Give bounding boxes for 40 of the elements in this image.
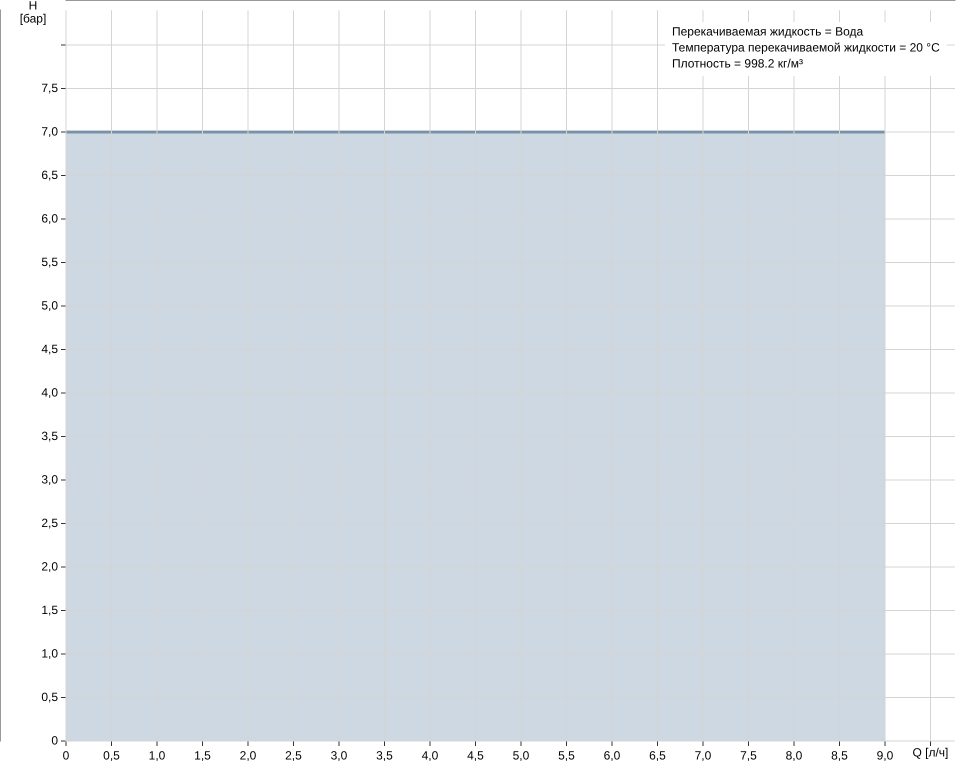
- y-tick-label: 3,5: [41, 428, 58, 443]
- x-tick-label: 0,5: [103, 748, 120, 763]
- x-tick-label: 4,5: [467, 748, 484, 763]
- x-tick-label: 3,0: [330, 748, 348, 763]
- x-tick-label: 1,0: [148, 748, 166, 763]
- x-tick-label: 0: [62, 748, 70, 763]
- x-tick-label: 4,0: [422, 748, 439, 763]
- x-tick-label: 8,0: [786, 748, 803, 763]
- y-tick-label: 0: [51, 733, 58, 748]
- annotation: Температура перекачиваемой жидкости = 20 °C: [672, 40, 940, 54]
- y-tick-label: 6,0: [41, 211, 58, 226]
- y-tick-label: 7,0: [41, 124, 58, 138]
- y-tick-label: 4,0: [41, 385, 58, 400]
- y-tick-label: 5,5: [41, 254, 58, 269]
- x-tick-label: 3,5: [376, 748, 394, 763]
- y-tick-label: 4,5: [41, 342, 58, 356]
- x-tick-label: 6,0: [604, 748, 621, 763]
- y-tick-label: 2,5: [41, 516, 58, 530]
- y-tick-label: 2,0: [41, 559, 58, 574]
- y-tick-label: 6,5: [41, 168, 58, 182]
- x-tick-label: 8,5: [831, 748, 848, 763]
- x-tick-label: 1,5: [194, 748, 212, 763]
- x-axis-title: Q [л/ч]: [912, 745, 948, 760]
- x-tick-label: 5,0: [512, 748, 530, 763]
- y-tick-label: 5,0: [41, 298, 58, 312]
- x-tick-label: 6,5: [649, 748, 666, 763]
- x-tick-label: 9,0: [876, 748, 894, 763]
- y-axis-title: H [бар]: [20, 0, 46, 26]
- x-tick-label: 2,0: [240, 748, 257, 763]
- y-tick-label: 7,5: [41, 80, 58, 95]
- x-tick-label: 7,0: [694, 748, 712, 763]
- x-tick-label: 7,5: [740, 748, 758, 763]
- y-tick-label: 1,5: [41, 602, 58, 617]
- y-tick-label: 0,5: [41, 690, 58, 704]
- x-tick-label: 5,5: [558, 748, 576, 763]
- annotation: Перекачиваемая жидкость = Вода: [672, 24, 864, 38]
- y-tick-label: 1,0: [41, 646, 58, 660]
- y-tick-label: 3,0: [41, 472, 58, 486]
- x-tick-label: 2,5: [285, 748, 302, 763]
- annotation: Плотность = 998.2 кг/м³: [672, 56, 803, 70]
